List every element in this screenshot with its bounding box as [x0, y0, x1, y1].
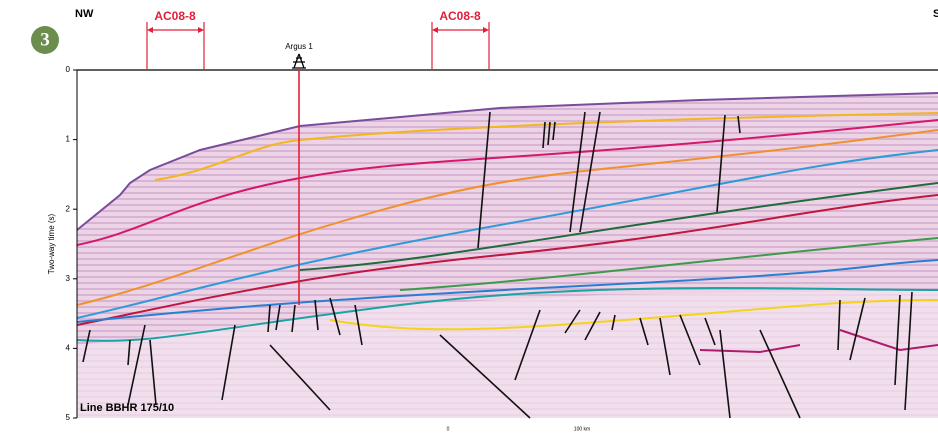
line-name: Line BBHR 175/10	[80, 402, 174, 414]
tick-label: 4	[66, 344, 71, 353]
faults	[82, 111, 913, 419]
horizon	[76, 194, 938, 326]
scale-start: 0	[447, 426, 450, 432]
well-symbol	[292, 53, 306, 69]
horizon	[399, 237, 938, 291]
survey-label: AC08-8	[439, 9, 481, 23]
direction-right: S	[933, 8, 938, 20]
horizon	[76, 129, 938, 306]
tick-label: 1	[66, 135, 71, 144]
scale-end: 100 km	[574, 426, 590, 432]
deep-zone	[77, 290, 938, 418]
tick-label: 2	[66, 204, 71, 213]
badge-number: 3	[40, 29, 50, 50]
horizon	[76, 149, 938, 319]
horizon	[329, 299, 938, 331]
well-label: Argus 1	[285, 42, 313, 51]
survey-label: AC08-8	[154, 9, 196, 23]
horizon	[76, 119, 938, 246]
horizon	[76, 287, 938, 342]
horizon	[699, 329, 938, 354]
survey-markers	[146, 22, 490, 70]
seafloor	[76, 92, 938, 231]
horizon	[299, 182, 938, 271]
badge	[31, 26, 59, 54]
direction-left: NW	[75, 8, 94, 20]
horizon	[154, 112, 938, 181]
horizon	[76, 259, 938, 323]
tick-label: 0	[66, 65, 71, 74]
tick-label: 3	[66, 274, 71, 283]
tick-label: 5	[66, 413, 71, 422]
axis-label: Two-way time (s)	[47, 213, 56, 274]
